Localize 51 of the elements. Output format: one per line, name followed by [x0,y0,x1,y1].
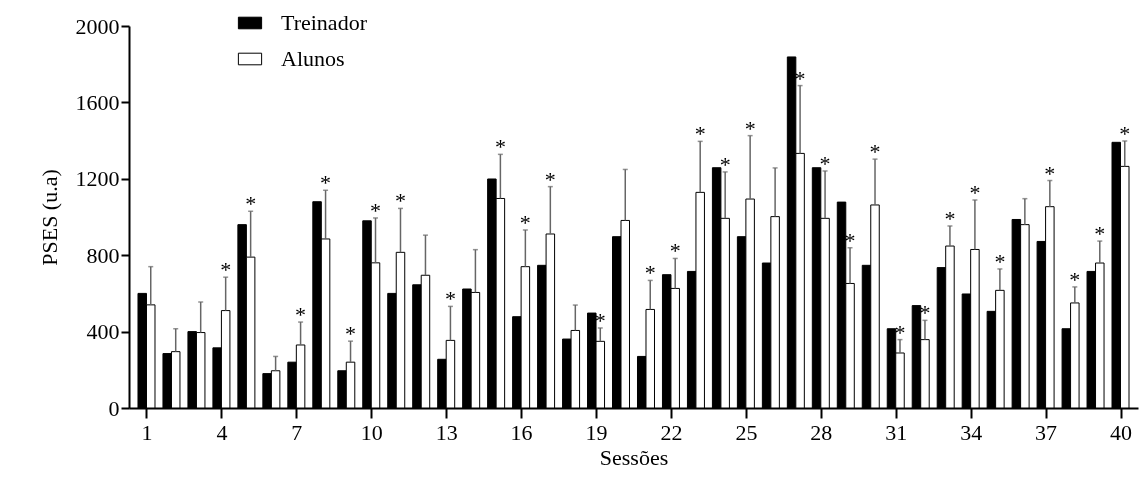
annotation: * [694,121,706,147]
x-tick-label: 10 [360,419,383,445]
x-tick-label: 22 [660,419,683,445]
annotation: * [944,205,956,231]
annotation: * [594,307,606,333]
annotation: * [519,209,531,235]
annotation: * [969,180,981,205]
x-tick-label: 13 [435,419,458,445]
annotation: * [1119,120,1131,146]
x-tick-label: 37 [1035,419,1058,445]
annotation: * [544,166,556,192]
y-tick-label: 800 [86,242,120,268]
y-tick-label: 400 [86,319,120,345]
annotation: * [1094,221,1106,247]
y-tick-label: 0 [108,395,120,421]
annotation: * [644,260,656,286]
x-tick-label: 19 [585,419,608,445]
annotation: * [894,319,906,345]
x-tick-label: 16 [510,419,533,445]
legend-label: Treinador [281,10,368,35]
annotation: * [320,170,332,196]
annotation: * [869,139,881,165]
legend-label: Alunos [281,46,345,71]
annotation: * [1069,266,1081,292]
annotation: * [295,302,307,328]
annotation: * [345,321,357,347]
annotation: * [1044,160,1056,186]
y-tick-label: 1200 [75,166,120,192]
annotation: * [220,257,232,283]
x-tick-label: 34 [960,419,983,445]
x-tick-label: 25 [735,419,758,445]
x-tick-label: 28 [810,419,833,445]
annotation: * [394,188,406,214]
y-tick-label: 1600 [75,89,120,115]
annotation: * [669,238,681,264]
annotation: * [370,197,382,223]
x-tick-label: 4 [216,419,228,445]
x-axis-title: Sessões [599,444,669,470]
annotation: * [245,191,257,217]
annotation: * [444,286,456,312]
y-axis-title: PSES (u.a) [36,169,62,266]
annotation: * [719,151,731,177]
x-tick-label: 40 [1110,419,1133,445]
x-tick-label: 1 [141,419,153,445]
annotation: * [494,134,506,160]
y-tick-label: 2000 [75,13,120,39]
annotation: * [819,150,831,176]
annotation: * [994,248,1006,274]
x-tick-label: 7 [291,419,303,445]
annotation: * [744,115,756,141]
x-tick-label: 31 [885,419,908,445]
